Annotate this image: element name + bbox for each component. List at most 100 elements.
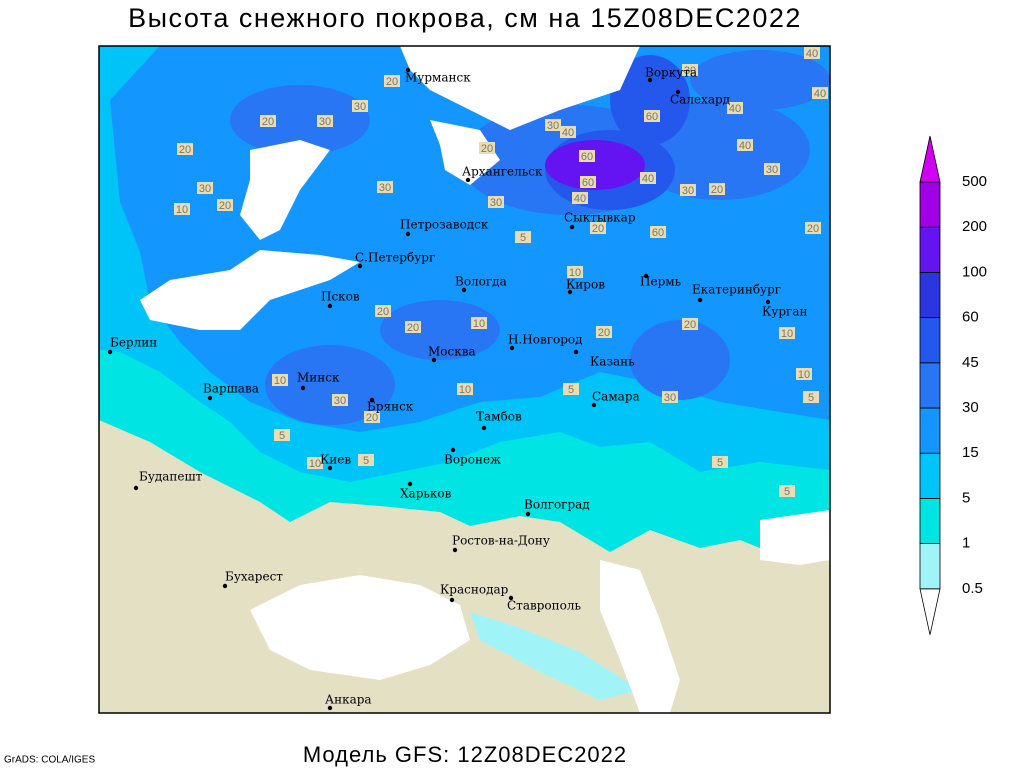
contour-label: 20 [592, 223, 604, 235]
city-dot [647, 77, 653, 83]
contour-label-box [567, 266, 583, 278]
contour-label-box [779, 327, 795, 339]
contour-label: 60 [652, 227, 664, 239]
city-dot [461, 287, 467, 293]
city-label: Воркута [645, 66, 697, 80]
contour-label: 20 [407, 322, 419, 334]
city-label: Вологда [455, 275, 507, 289]
contour-label: 60 [581, 151, 593, 163]
contour-label: 5 [717, 457, 723, 469]
city-label: Минск [297, 371, 340, 385]
city-label: Воронеж [444, 453, 501, 467]
contour-label: 10 [274, 375, 286, 387]
contour-label: 20 [598, 327, 610, 339]
contour-label-box [545, 119, 561, 131]
colorbar-segment [919, 543, 941, 590]
contour-label-box [317, 115, 333, 127]
contour-label-box [260, 115, 276, 127]
contour-label: 10 [309, 458, 321, 470]
city-label: Мурманск [405, 71, 471, 85]
city-dot [369, 397, 375, 403]
city-label: Харьков [400, 487, 452, 501]
contour-label: 40 [562, 127, 574, 139]
contour-label: 10 [459, 384, 471, 396]
contour-label-box [662, 391, 678, 403]
city-label: Москва [428, 345, 476, 359]
contour-label: 30 [684, 65, 696, 77]
colorbar-label: 45 [962, 354, 979, 371]
contour-label-box [803, 391, 819, 403]
city-dot [222, 583, 228, 589]
contour-label-box [572, 192, 588, 204]
contour-label: 20 [711, 184, 723, 196]
city-label: Анкара [325, 693, 372, 707]
contour-label-box [332, 394, 348, 406]
contour-label: 10 [176, 204, 188, 216]
city-dot [509, 345, 515, 351]
contour-label-box [307, 457, 323, 469]
contour-label: 30 [682, 185, 694, 197]
contour-label-box [197, 182, 213, 194]
contour-label: 20 [179, 144, 191, 156]
colorbar-segment [919, 271, 941, 318]
contour-label-box [177, 143, 193, 155]
contour-label-box [560, 126, 576, 138]
contour-label: 20 [219, 200, 231, 212]
contour-label: 5 [808, 392, 814, 404]
contour-label-box [405, 321, 421, 333]
contour-label: 40 [739, 140, 751, 152]
contour-label: 40 [729, 103, 741, 115]
city-label: Архангельск [462, 165, 543, 179]
contour-label: 30 [490, 197, 502, 209]
colorbar-label: 5 [962, 489, 970, 506]
colorbar-segment [919, 452, 941, 499]
colorbar-triangle-high [919, 135, 941, 183]
contour-label-box [174, 203, 190, 215]
city-dot [327, 465, 333, 471]
city-dot [481, 425, 487, 431]
city-label: Ставрополь [507, 599, 581, 613]
contour-label: 60 [582, 177, 594, 189]
city-dot [431, 357, 437, 363]
colorbar-label: 0.5 [962, 580, 983, 597]
city-label: С.Петербург [355, 251, 435, 265]
contour-label: 20 [366, 412, 378, 424]
contour-label: 20 [377, 306, 389, 318]
city-label: Киев [320, 453, 351, 467]
colorbar-segment [919, 317, 941, 364]
contour-label-box [479, 142, 495, 154]
contour-label-box [682, 64, 698, 76]
city-dot [327, 303, 333, 309]
city-label: Сыктывкар [564, 211, 636, 225]
contour-label: 20 [807, 223, 819, 235]
city-label: Берлин [110, 336, 157, 350]
colorbar-segment [919, 497, 941, 544]
contour-label: 5 [279, 430, 285, 442]
city-label: Екатеринбург [692, 283, 781, 297]
contour-label-box [471, 317, 487, 329]
colorbar-label: 100 [962, 263, 987, 280]
city-dot [643, 273, 649, 279]
snow-100-200 [545, 140, 645, 190]
contour-label-box [779, 485, 795, 497]
city-dot [107, 349, 113, 355]
contour-label: 10 [473, 318, 485, 330]
colorbar-segment [919, 226, 941, 273]
contour-label-box [737, 139, 753, 151]
colorbar-segment [919, 181, 941, 228]
city-dot [569, 224, 575, 230]
city-dot [327, 705, 333, 711]
contour-label-box [563, 383, 579, 395]
contour-label-box [384, 75, 400, 87]
contour-label-box [352, 100, 368, 112]
city-dot [133, 485, 139, 491]
credit: GrADS: COLA/IGES [4, 755, 95, 766]
contour-label-box [488, 196, 504, 208]
city-dot [357, 263, 363, 269]
city-dot [567, 289, 573, 295]
contour-label: 5 [784, 486, 790, 498]
contour-label: 5 [568, 384, 574, 396]
contour-label: 20 [262, 116, 274, 128]
contour-label-box [274, 429, 290, 441]
